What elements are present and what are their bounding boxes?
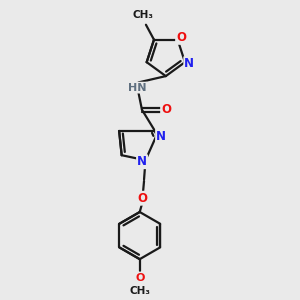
Text: O: O xyxy=(138,192,148,205)
Text: HN: HN xyxy=(128,82,146,93)
Text: O: O xyxy=(176,31,186,44)
Text: N: N xyxy=(156,130,166,143)
Text: O: O xyxy=(161,103,171,116)
Text: N: N xyxy=(137,155,147,168)
Text: O: O xyxy=(135,273,144,283)
Text: CH₃: CH₃ xyxy=(130,286,151,296)
Text: N: N xyxy=(184,57,194,70)
Text: CH₃: CH₃ xyxy=(133,10,154,20)
